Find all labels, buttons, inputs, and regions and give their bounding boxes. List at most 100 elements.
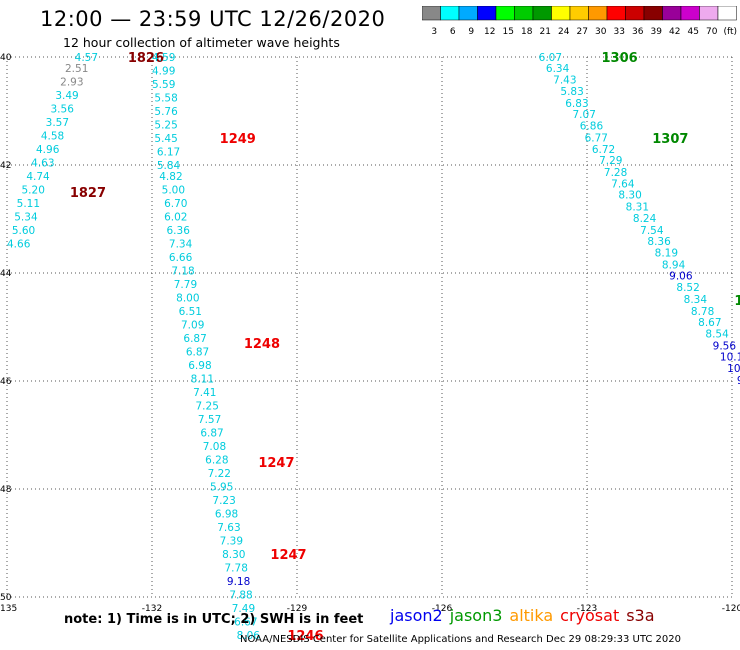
wave-height-value: 8.34 bbox=[684, 294, 708, 306]
colorbar-label: 12 bbox=[484, 27, 495, 37]
wave-height-value: 6.34 bbox=[546, 63, 570, 75]
wave-height-value: 6.51 bbox=[179, 306, 202, 318]
colorbar-swatch bbox=[717, 6, 737, 21]
colorbar-label: 45 bbox=[688, 27, 699, 37]
wave-height-value: 8.94 bbox=[662, 259, 686, 271]
track-west: 4.572.512.93 3.493.56 3.574.58 4.964.63 4.74… bbox=[7, 51, 164, 250]
pass-time-label: 1247 bbox=[258, 456, 294, 471]
wave-height-value: 7.28 bbox=[604, 167, 627, 179]
wave-height-value: 5.00 bbox=[162, 184, 185, 196]
wave-height-value: 2.51 bbox=[65, 63, 88, 75]
wave-height-value: 3.49 bbox=[55, 90, 78, 102]
pass-time-label: 1248 bbox=[244, 337, 280, 352]
legend-jason2: jason2 bbox=[390, 606, 443, 625]
wave-height-value: 9.56 bbox=[713, 340, 737, 352]
wave-height-value: 7.22 bbox=[208, 468, 231, 480]
pass-time-label: 1827 bbox=[70, 186, 106, 201]
wave-height-value: 7.18 bbox=[171, 265, 194, 277]
wave-height-value: 7.63 bbox=[217, 522, 240, 534]
wave-height-value: 6.77 bbox=[585, 132, 608, 144]
legend-s3a: s3a bbox=[626, 606, 655, 625]
wave-height-value: 4.74 bbox=[26, 171, 50, 183]
wave-height-value: 8.31 bbox=[626, 202, 649, 214]
wave-height-value: 10.1 bbox=[720, 352, 740, 364]
wave-height-value: 6.36 bbox=[167, 225, 191, 237]
wave-height-value: 6.87 bbox=[183, 333, 206, 345]
colorbar-label: 33 bbox=[614, 27, 625, 37]
wave-height-value: 8.78 bbox=[691, 306, 714, 318]
wave-height-value: 6.98 bbox=[215, 508, 238, 520]
colorbar-label: 9 bbox=[468, 27, 474, 37]
wave-height-value: 5.83 bbox=[560, 86, 583, 98]
wave-height-value: 6.66 bbox=[169, 252, 193, 264]
latitude-tick-label: 46 bbox=[0, 377, 12, 387]
colorbar-label: 24 bbox=[558, 27, 570, 37]
wave-height-value: 8.54 bbox=[705, 328, 729, 340]
colorbar-label: 42 bbox=[669, 27, 680, 37]
wave-height-value: 6.86 bbox=[580, 121, 604, 133]
wave-height-value: 7.54 bbox=[640, 225, 664, 237]
legend-cryosat: cryosat bbox=[560, 606, 620, 625]
wave-height-value: 6.02 bbox=[164, 211, 187, 223]
track-east: 6.076.347.435.836.837.076.866.776.727.29… bbox=[539, 51, 740, 387]
wave-height-value: 7.43 bbox=[553, 75, 576, 87]
longitude-tick-label: -120 bbox=[722, 604, 740, 614]
wave-height-value: 5.58 bbox=[154, 93, 177, 105]
wave-height-value: 3.57 bbox=[46, 117, 69, 129]
wave-height-value: 5.60 bbox=[12, 225, 35, 237]
pass-time-label: 1 bbox=[734, 294, 740, 309]
pass-time-label: 1307 bbox=[652, 132, 688, 147]
wave-height-value: 5.34 bbox=[14, 211, 38, 223]
colorbar-label: (ft) bbox=[723, 27, 737, 37]
wave-height-value: 5.11 bbox=[17, 198, 40, 210]
colorbar-label: 3 bbox=[431, 27, 437, 37]
longitude-tick-label: -126 bbox=[432, 604, 453, 614]
wave-height-value: 7.23 bbox=[212, 495, 235, 507]
wave-height-value: 7.78 bbox=[225, 562, 248, 574]
wave-height-value: 6.07 bbox=[539, 52, 562, 64]
colorbar-label: 27 bbox=[577, 27, 588, 37]
colorbar-label: 36 bbox=[632, 27, 644, 37]
wave-height-value: 4.59 bbox=[152, 52, 175, 64]
wave-height-value: 4.58 bbox=[41, 130, 64, 142]
longitude-tick-label: -135 bbox=[0, 604, 17, 614]
wave-height-value: 6.98 bbox=[188, 360, 211, 372]
wave-height-value: 6.83 bbox=[565, 98, 588, 110]
wave-height-value: 4.82 bbox=[159, 171, 182, 183]
wave-height-value: 9.06 bbox=[669, 271, 693, 283]
page-title: 12:00 — 23:59 UTC 12/26/2020 bbox=[40, 7, 386, 31]
wave-height-value: 9.18 bbox=[227, 576, 250, 588]
page-subtitle: 12 hour collection of altimeter wave hei… bbox=[63, 35, 340, 50]
wave-height-value: 5.76 bbox=[154, 106, 178, 118]
wave-height-value: 5.25 bbox=[154, 120, 177, 132]
wave-height-value: 7.49 bbox=[232, 603, 255, 615]
wave-height-value: 7.07 bbox=[573, 109, 596, 121]
wave-height-value: 7.79 bbox=[174, 279, 197, 291]
wave-height-value: 8.30 bbox=[618, 190, 641, 202]
satellite-legend: jason2 jason3 altika cryosat s3a bbox=[390, 606, 662, 625]
wave-height-value: 7.88 bbox=[229, 589, 252, 601]
wave-height-value: 5.84 bbox=[157, 160, 181, 172]
wave-height-value: 6.67 bbox=[234, 616, 257, 628]
longitude-tick-label: -129 bbox=[287, 604, 308, 614]
wave-height-value: 4.66 bbox=[7, 238, 31, 250]
wave-height-value: 7.08 bbox=[203, 441, 226, 453]
wave-height-value: 4.99 bbox=[152, 66, 175, 78]
colorbar-label: 15 bbox=[503, 27, 514, 37]
wave-height-value: 7.29 bbox=[599, 155, 622, 167]
wave-height-value: 8.52 bbox=[676, 282, 699, 294]
pass-time-label: 1249 bbox=[220, 132, 256, 147]
pass-time-label: 1826 bbox=[128, 51, 164, 66]
wave-height-value: 8.24 bbox=[633, 213, 657, 225]
wave-height-value: 4.57 bbox=[75, 52, 98, 64]
wave-height-value: 8.11 bbox=[191, 373, 214, 385]
wave-height-value: 7.39 bbox=[220, 535, 243, 547]
legend-altika: altika bbox=[509, 606, 554, 625]
wave-height-value: 7.64 bbox=[611, 178, 635, 190]
wave-height-value: 5.95 bbox=[210, 481, 233, 493]
wave-height-value: 7.09 bbox=[181, 319, 204, 331]
colorbar-label: 6 bbox=[450, 27, 456, 37]
wave-height-value: 5.45 bbox=[154, 133, 177, 145]
wave-height-value: 7.34 bbox=[169, 238, 193, 250]
